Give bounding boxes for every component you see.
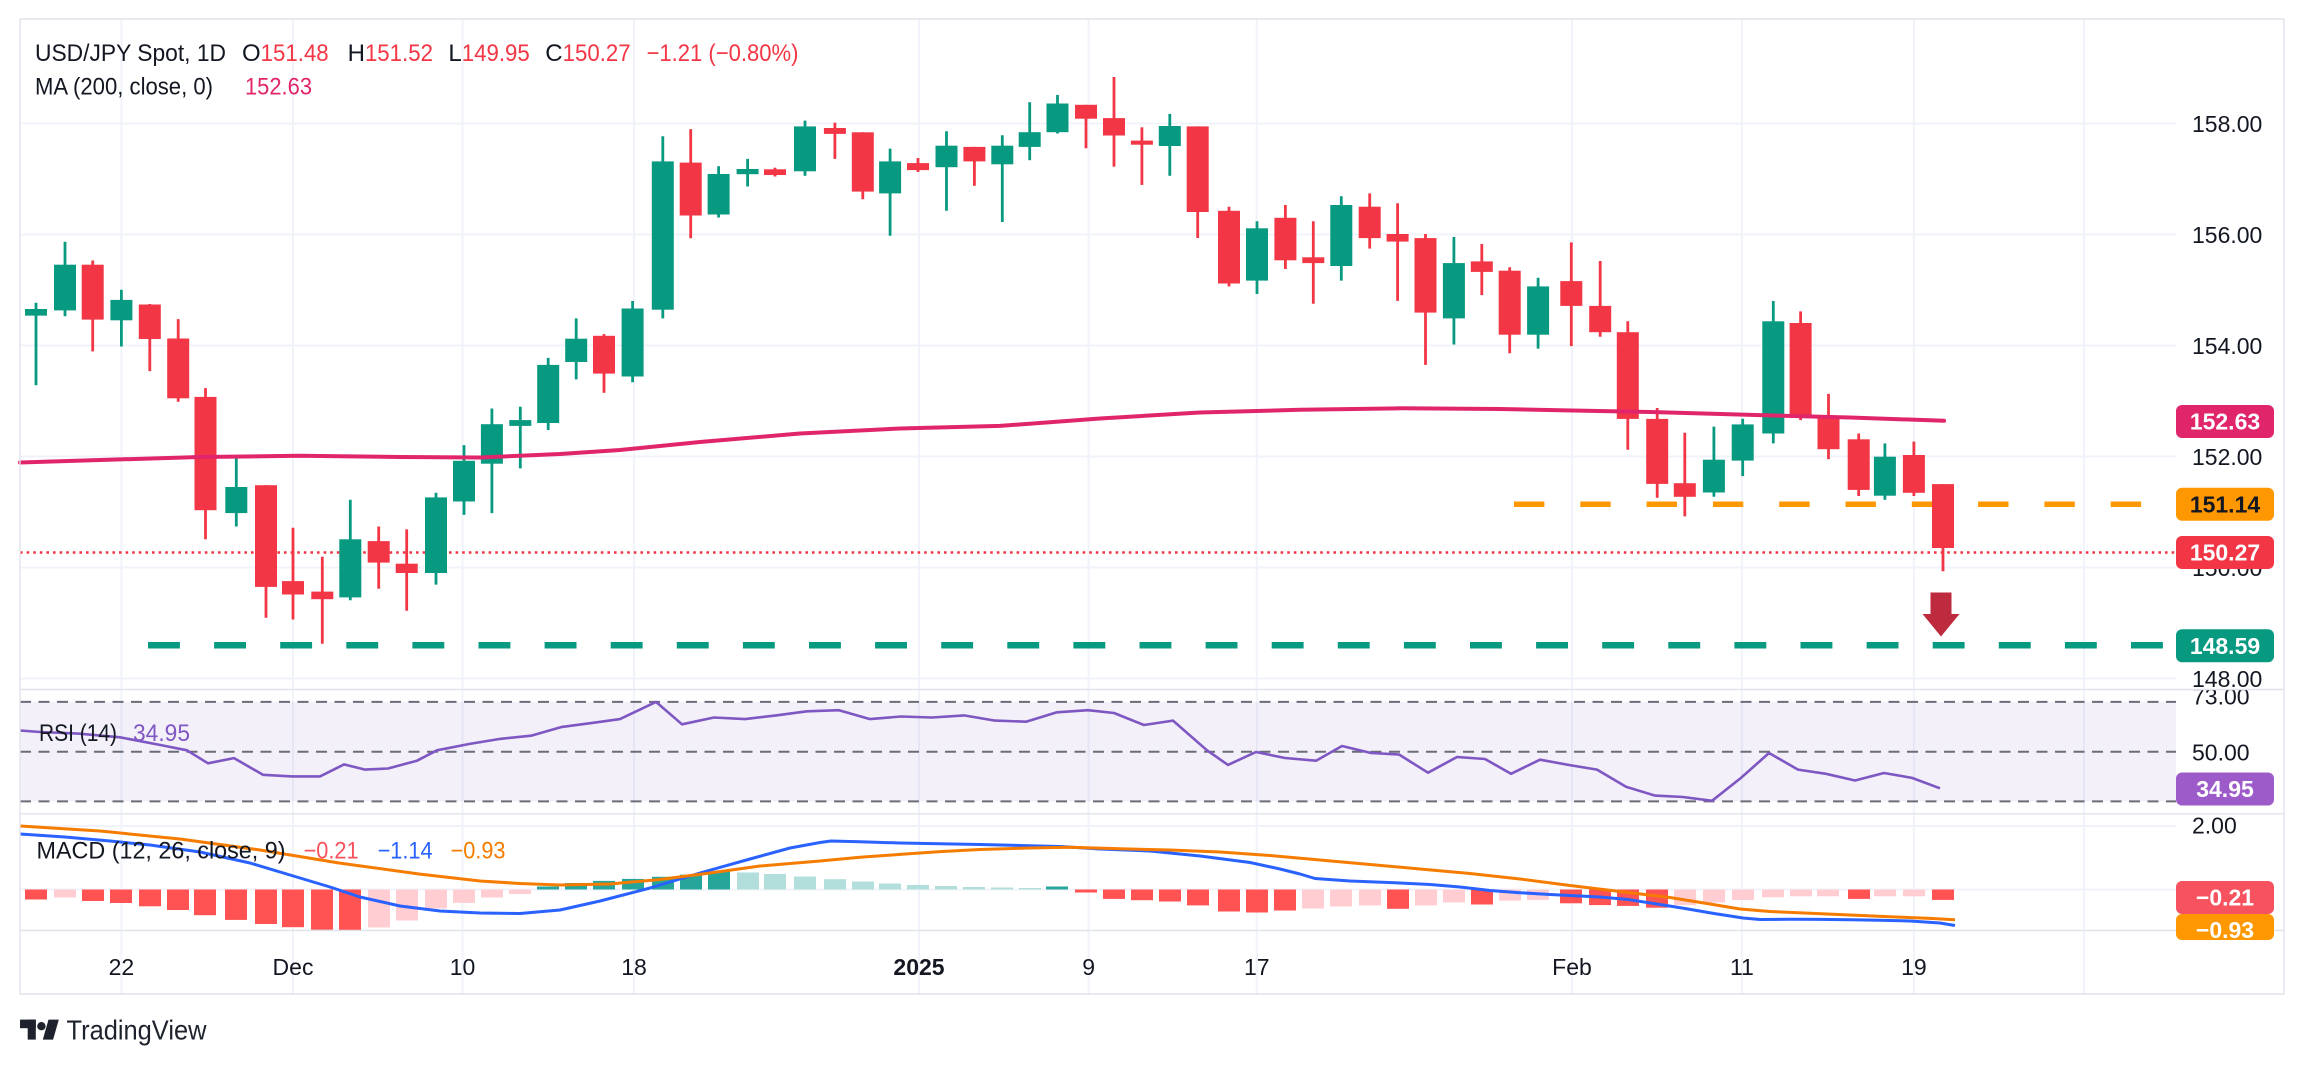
svg-text:−0.21: −0.21 [2196,885,2254,911]
svg-text:150.27: 150.27 [2190,540,2260,566]
svg-text:RSI (14): RSI (14) [39,720,117,747]
svg-text:154.00: 154.00 [2192,333,2262,359]
svg-text:MACD (12, 26, close, 9): MACD (12, 26, close, 9) [37,838,286,865]
svg-text:158.00: 158.00 [2192,111,2262,137]
svg-text:18: 18 [621,954,647,980]
svg-text:152.63: 152.63 [245,74,312,101]
svg-text:152.63: 152.63 [2190,409,2260,435]
svg-text:148.00: 148.00 [2192,666,2262,692]
svg-text:TradingView: TradingView [67,1015,208,1046]
svg-text:Feb: Feb [1552,954,1592,980]
svg-text:148.59: 148.59 [2190,633,2260,659]
svg-text:73.00: 73.00 [2192,684,2250,710]
svg-text:−0.93: −0.93 [451,838,506,865]
svg-text:2025: 2025 [893,954,944,980]
svg-text:−1.14: −1.14 [378,838,433,865]
svg-text:MA (200, close, 0): MA (200, close, 0) [35,74,213,101]
svg-text:34.95: 34.95 [133,720,190,747]
svg-text:17: 17 [1244,954,1270,980]
svg-text:10: 10 [450,954,476,980]
svg-text:156.00: 156.00 [2192,222,2262,248]
svg-text:−0.21: −0.21 [304,838,359,865]
svg-text:9: 9 [1082,954,1095,980]
svg-text:−0.93: −0.93 [2196,917,2254,943]
svg-text:22: 22 [109,954,135,980]
svg-text:USD/JPY Spot, 1D: USD/JPY Spot, 1D [35,40,226,67]
svg-text:Dec: Dec [273,954,314,980]
svg-text:19: 19 [1901,954,1927,980]
svg-text:152.00: 152.00 [2192,444,2262,470]
svg-text:151.14: 151.14 [2190,491,2261,517]
svg-text:34.95: 34.95 [2196,776,2254,802]
svg-text:2.00: 2.00 [2192,813,2237,839]
svg-text:50.00: 50.00 [2192,739,2250,765]
svg-text:11: 11 [1730,954,1754,980]
